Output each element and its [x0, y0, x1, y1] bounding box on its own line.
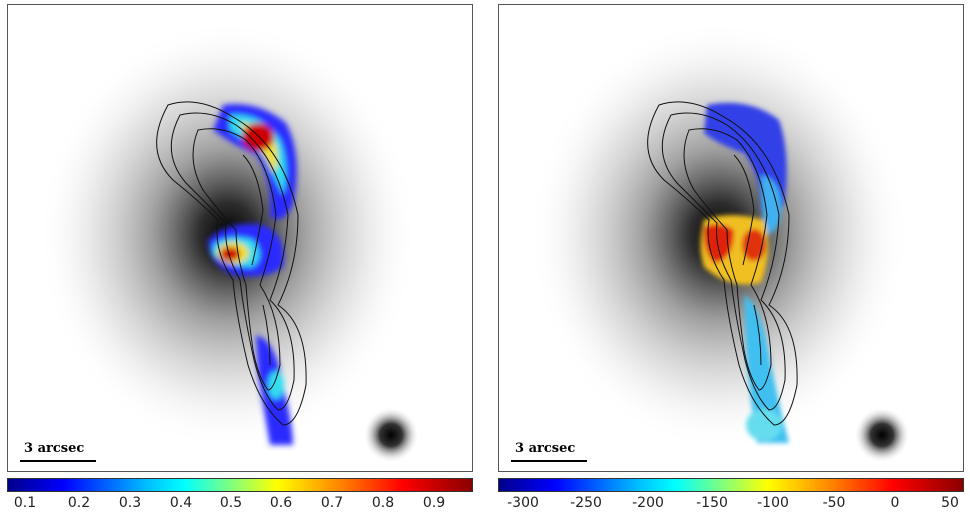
velocity-map: [700, 102, 789, 443]
right-image-svg: [529, 20, 910, 463]
left-colorbar: [7, 478, 473, 492]
right-image-panel: 3 arcsec: [498, 4, 964, 472]
colorbar-tick-label: 50: [941, 495, 959, 511]
scale-label: 3 arcsec: [515, 441, 576, 456]
colorbar-tick-label: -200: [632, 495, 664, 511]
colorbar-tick-label: 0.1: [13, 495, 37, 511]
contour-lines: [647, 101, 798, 426]
left-image-panel: 3 arcsec: [7, 4, 473, 472]
colorbar-tick-label: -300: [507, 495, 539, 511]
colorbar-tick-label: -150: [696, 495, 728, 511]
colorbar-tick-label: -100: [757, 495, 789, 511]
colorbar-tick-label: 0: [890, 495, 900, 511]
right-colorbar: [498, 478, 964, 492]
star-blob: [363, 407, 419, 463]
colorbar-tick-label: 0.7: [320, 495, 344, 511]
scale-bar: [20, 460, 96, 462]
colorbar-tick-label: 0.9: [422, 495, 446, 511]
scale-bar: [511, 460, 587, 462]
colorbar-tick-label: 0.5: [219, 495, 243, 511]
colorbar-tick-label: -250: [570, 495, 602, 511]
contour-lines: [156, 101, 307, 426]
star-blob: [854, 407, 910, 463]
colorbar-tick-label: 0.3: [118, 495, 142, 511]
colorbar-tick-label: 0.2: [67, 495, 91, 511]
left-image-svg: [38, 20, 419, 463]
colorbar-tick-label: 0.8: [371, 495, 395, 511]
scale-label: 3 arcsec: [24, 441, 85, 456]
colorbar-tick-label: 0.6: [269, 495, 293, 511]
colorbar-tick-label: 0.4: [169, 495, 193, 511]
colorbar-tick-label: -50: [822, 495, 846, 511]
